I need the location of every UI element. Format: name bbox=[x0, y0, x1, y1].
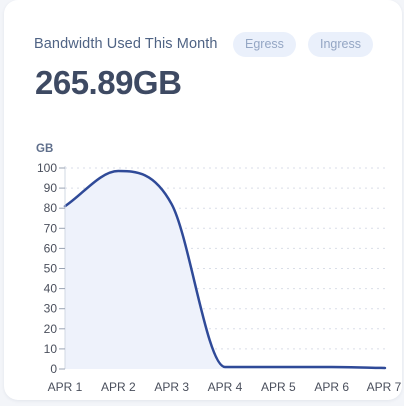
ingress-tab[interactable]: Ingress bbox=[308, 32, 373, 57]
y-tick-label: 20 bbox=[44, 322, 58, 336]
y-tick-label: 30 bbox=[44, 302, 58, 316]
series-line bbox=[63, 169, 387, 370]
bandwidth-total: 265.89GB bbox=[35, 64, 182, 101]
x-tick-label: APR 7 bbox=[367, 380, 402, 394]
x-tick-label: APR 5 bbox=[261, 380, 296, 394]
x-tick-label: APR 6 bbox=[314, 380, 349, 394]
y-tick-label: 80 bbox=[44, 201, 58, 215]
x-tick-label: APR 3 bbox=[154, 380, 189, 394]
x-tick-label: APR 4 bbox=[208, 380, 243, 394]
y-tick-label: 10 bbox=[44, 342, 58, 356]
y-tick-label: 90 bbox=[44, 181, 58, 195]
y-tick-label: 60 bbox=[44, 241, 58, 255]
egress-tab[interactable]: Egress bbox=[233, 32, 296, 57]
y-tick-label: 70 bbox=[44, 221, 58, 235]
y-tick-label: 40 bbox=[44, 282, 58, 296]
x-tick-label: APR 2 bbox=[101, 380, 136, 394]
y-axis-unit: GB bbox=[36, 143, 53, 155]
card-title: Bandwidth Used This Month bbox=[34, 36, 218, 52]
y-tick-label: 0 bbox=[50, 362, 57, 376]
series-area bbox=[65, 171, 385, 369]
x-tick-label: APR 1 bbox=[48, 380, 83, 394]
y-axis-ticks: 0 10 20 30 40 50 60 70 80 90 100 bbox=[37, 161, 65, 376]
y-tick-label: 100 bbox=[37, 161, 57, 175]
y-tick-label: 50 bbox=[44, 262, 58, 276]
x-axis-ticks: APR 1 APR 2 APR 3 APR 4 APR 5 APR 6 APR 7 bbox=[48, 380, 402, 394]
